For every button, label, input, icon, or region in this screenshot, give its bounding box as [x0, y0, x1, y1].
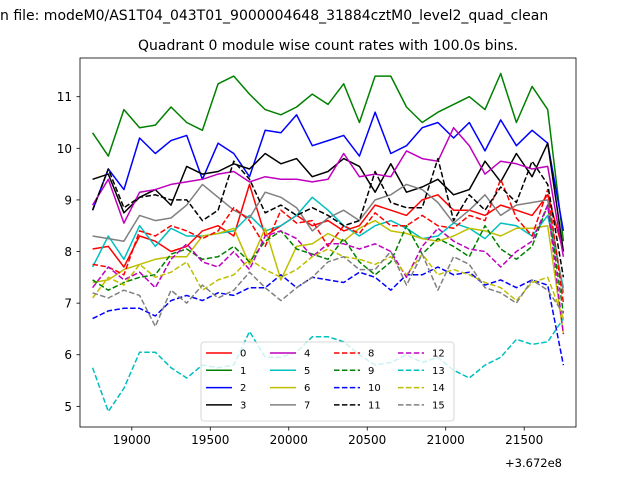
series-line-5 — [91, 196, 565, 288]
chart-title: Quadrant 0 module wise count rates with … — [138, 38, 518, 54]
x-offset-label: +3.672e8 — [505, 456, 562, 470]
legend-label-13: 13 — [432, 366, 445, 377]
figure-suptitle: n file: modeM0/AS1T04_043T01_9000004648_… — [0, 8, 548, 24]
legend-label-11: 11 — [368, 400, 381, 411]
series-line-6 — [92, 219, 565, 335]
plot-area: 19000 19500 20000 20500 21000 215005678910110… — [57, 57, 577, 447]
legend-label-15: 15 — [432, 400, 445, 411]
legend-label-12: 12 — [432, 349, 445, 360]
legend-label-10: 10 — [368, 383, 381, 394]
series-line-7 — [92, 183, 565, 293]
series-line-14 — [92, 248, 565, 319]
series-line-15 — [92, 250, 565, 328]
x-tick-label: 19500 — [191, 433, 229, 447]
series-line-11 — [91, 157, 565, 278]
legend-label-9: 9 — [368, 366, 374, 377]
legend-label-4: 4 — [304, 349, 310, 360]
legend-label-14: 14 — [432, 383, 445, 394]
legend-label-1: 1 — [240, 366, 246, 377]
y-tick-label: 10 — [57, 142, 72, 156]
legend-label-0: 0 — [240, 349, 246, 360]
y-tick-label: 8 — [64, 245, 72, 259]
legend-label-5: 5 — [304, 366, 310, 377]
x-tick-label: 21500 — [505, 433, 543, 447]
axes-frame — [79, 57, 577, 428]
x-tick-label: 20000 — [270, 433, 308, 447]
series-line-10 — [92, 266, 565, 366]
x-tick-label: 20500 — [348, 433, 386, 447]
series-line-13 — [91, 318, 565, 413]
series-line-1 — [91, 72, 565, 242]
y-tick-label: 11 — [57, 90, 72, 104]
legend-label-7: 7 — [304, 400, 310, 411]
x-tick-label: 21000 — [427, 433, 465, 447]
series-line-12 — [92, 204, 565, 335]
legend-label-6: 6 — [304, 383, 310, 394]
legend-label-3: 3 — [240, 400, 246, 411]
series-line-3 — [92, 142, 565, 252]
series-line-2 — [91, 111, 565, 232]
series-line-9 — [92, 204, 565, 314]
y-tick-label: 9 — [64, 193, 72, 207]
legend-box — [200, 341, 455, 422]
y-tick-label: 5 — [64, 400, 72, 414]
series-group — [91, 72, 565, 413]
series-line-8 — [92, 178, 565, 304]
y-tick-label: 6 — [64, 348, 72, 362]
y-tick-label: 7 — [64, 297, 72, 311]
legend-label-2: 2 — [240, 383, 246, 394]
series-line-0 — [92, 183, 565, 268]
x-tick-label: 19000 — [113, 433, 151, 447]
legend-label-8: 8 — [368, 349, 374, 360]
series-line-4 — [91, 126, 565, 257]
